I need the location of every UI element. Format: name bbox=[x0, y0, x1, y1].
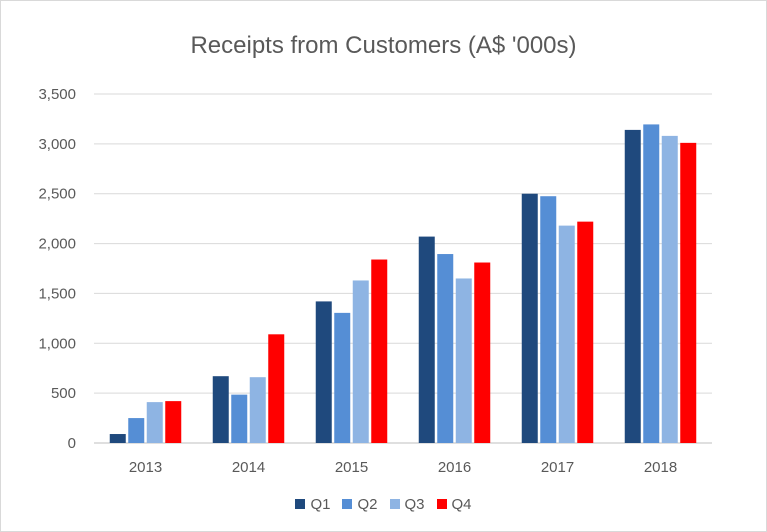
x-tick-label: 2014 bbox=[232, 459, 265, 476]
legend-label: Q1 bbox=[310, 496, 331, 513]
bar-q4-2018 bbox=[680, 142, 697, 444]
y-tick-label: 500 bbox=[51, 385, 76, 402]
bar-q2-2015 bbox=[334, 312, 351, 443]
y-tick-label: 2,000 bbox=[38, 236, 76, 253]
x-tick-label: 2017 bbox=[541, 459, 574, 476]
bar-q1-2018 bbox=[624, 129, 641, 443]
bar-q1-2015 bbox=[315, 301, 332, 443]
x-axis: 2013 2014 2015 2016 2017 2018 bbox=[129, 459, 677, 476]
bar-q4-2017 bbox=[577, 221, 594, 443]
bar-q3-2013 bbox=[146, 402, 163, 443]
bar-q3-2015 bbox=[352, 280, 369, 443]
legend-swatch bbox=[436, 499, 447, 510]
y-axis: 0 500 1,000 1,500 2,000 2,500 3,000 3,500 bbox=[38, 86, 76, 452]
bar-q2-2016 bbox=[437, 254, 454, 443]
y-tick-label: 1,000 bbox=[38, 335, 76, 352]
bar-q2-2014 bbox=[231, 394, 248, 443]
legend-item-q2: Q2 bbox=[342, 496, 378, 513]
bar-q2-2013 bbox=[128, 418, 145, 443]
bar-q4-2014 bbox=[268, 334, 285, 443]
legend-label: Q4 bbox=[451, 496, 472, 513]
y-tick-label: 1,500 bbox=[38, 285, 76, 302]
legend-item-q3: Q3 bbox=[389, 496, 425, 513]
bar-q1-2016 bbox=[418, 236, 435, 443]
legend-swatch bbox=[389, 499, 400, 510]
bars bbox=[109, 124, 697, 444]
legend: Q1 Q2 Q3 Q4 bbox=[0, 496, 767, 513]
legend-swatch bbox=[295, 499, 306, 510]
bar-q3-2014 bbox=[249, 377, 266, 443]
y-tick-label: 3,000 bbox=[38, 136, 76, 153]
bar-q3-2016 bbox=[455, 278, 472, 443]
bar-q4-2013 bbox=[165, 401, 182, 443]
legend-item-q4: Q4 bbox=[436, 496, 472, 513]
legend-swatch bbox=[342, 499, 353, 510]
x-tick-label: 2016 bbox=[438, 459, 471, 476]
bar-q1-2017 bbox=[521, 193, 538, 443]
bar-q3-2017 bbox=[558, 225, 575, 443]
bar-q4-2015 bbox=[371, 259, 388, 443]
gridlines bbox=[94, 93, 712, 444]
legend-label: Q2 bbox=[357, 496, 378, 513]
x-tick-label: 2015 bbox=[335, 459, 368, 476]
bar-q1-2014 bbox=[212, 376, 229, 443]
y-tick-label: 3,500 bbox=[38, 86, 76, 103]
x-tick-label: 2018 bbox=[644, 459, 677, 476]
bar-q1-2013 bbox=[109, 434, 126, 443]
chart-title: Receipts from Customers (A$ '000s) bbox=[190, 32, 577, 59]
bar-q3-2018 bbox=[661, 135, 678, 443]
bar-q2-2018 bbox=[643, 124, 660, 444]
y-tick-label: 0 bbox=[68, 435, 76, 452]
bar-q4-2016 bbox=[474, 262, 491, 443]
legend-item-q1: Q1 bbox=[295, 496, 330, 513]
legend-label: Q3 bbox=[404, 496, 425, 513]
y-tick-label: 2,500 bbox=[38, 186, 76, 203]
bar-q2-2017 bbox=[540, 196, 557, 443]
x-tick-label: 2013 bbox=[129, 459, 162, 476]
